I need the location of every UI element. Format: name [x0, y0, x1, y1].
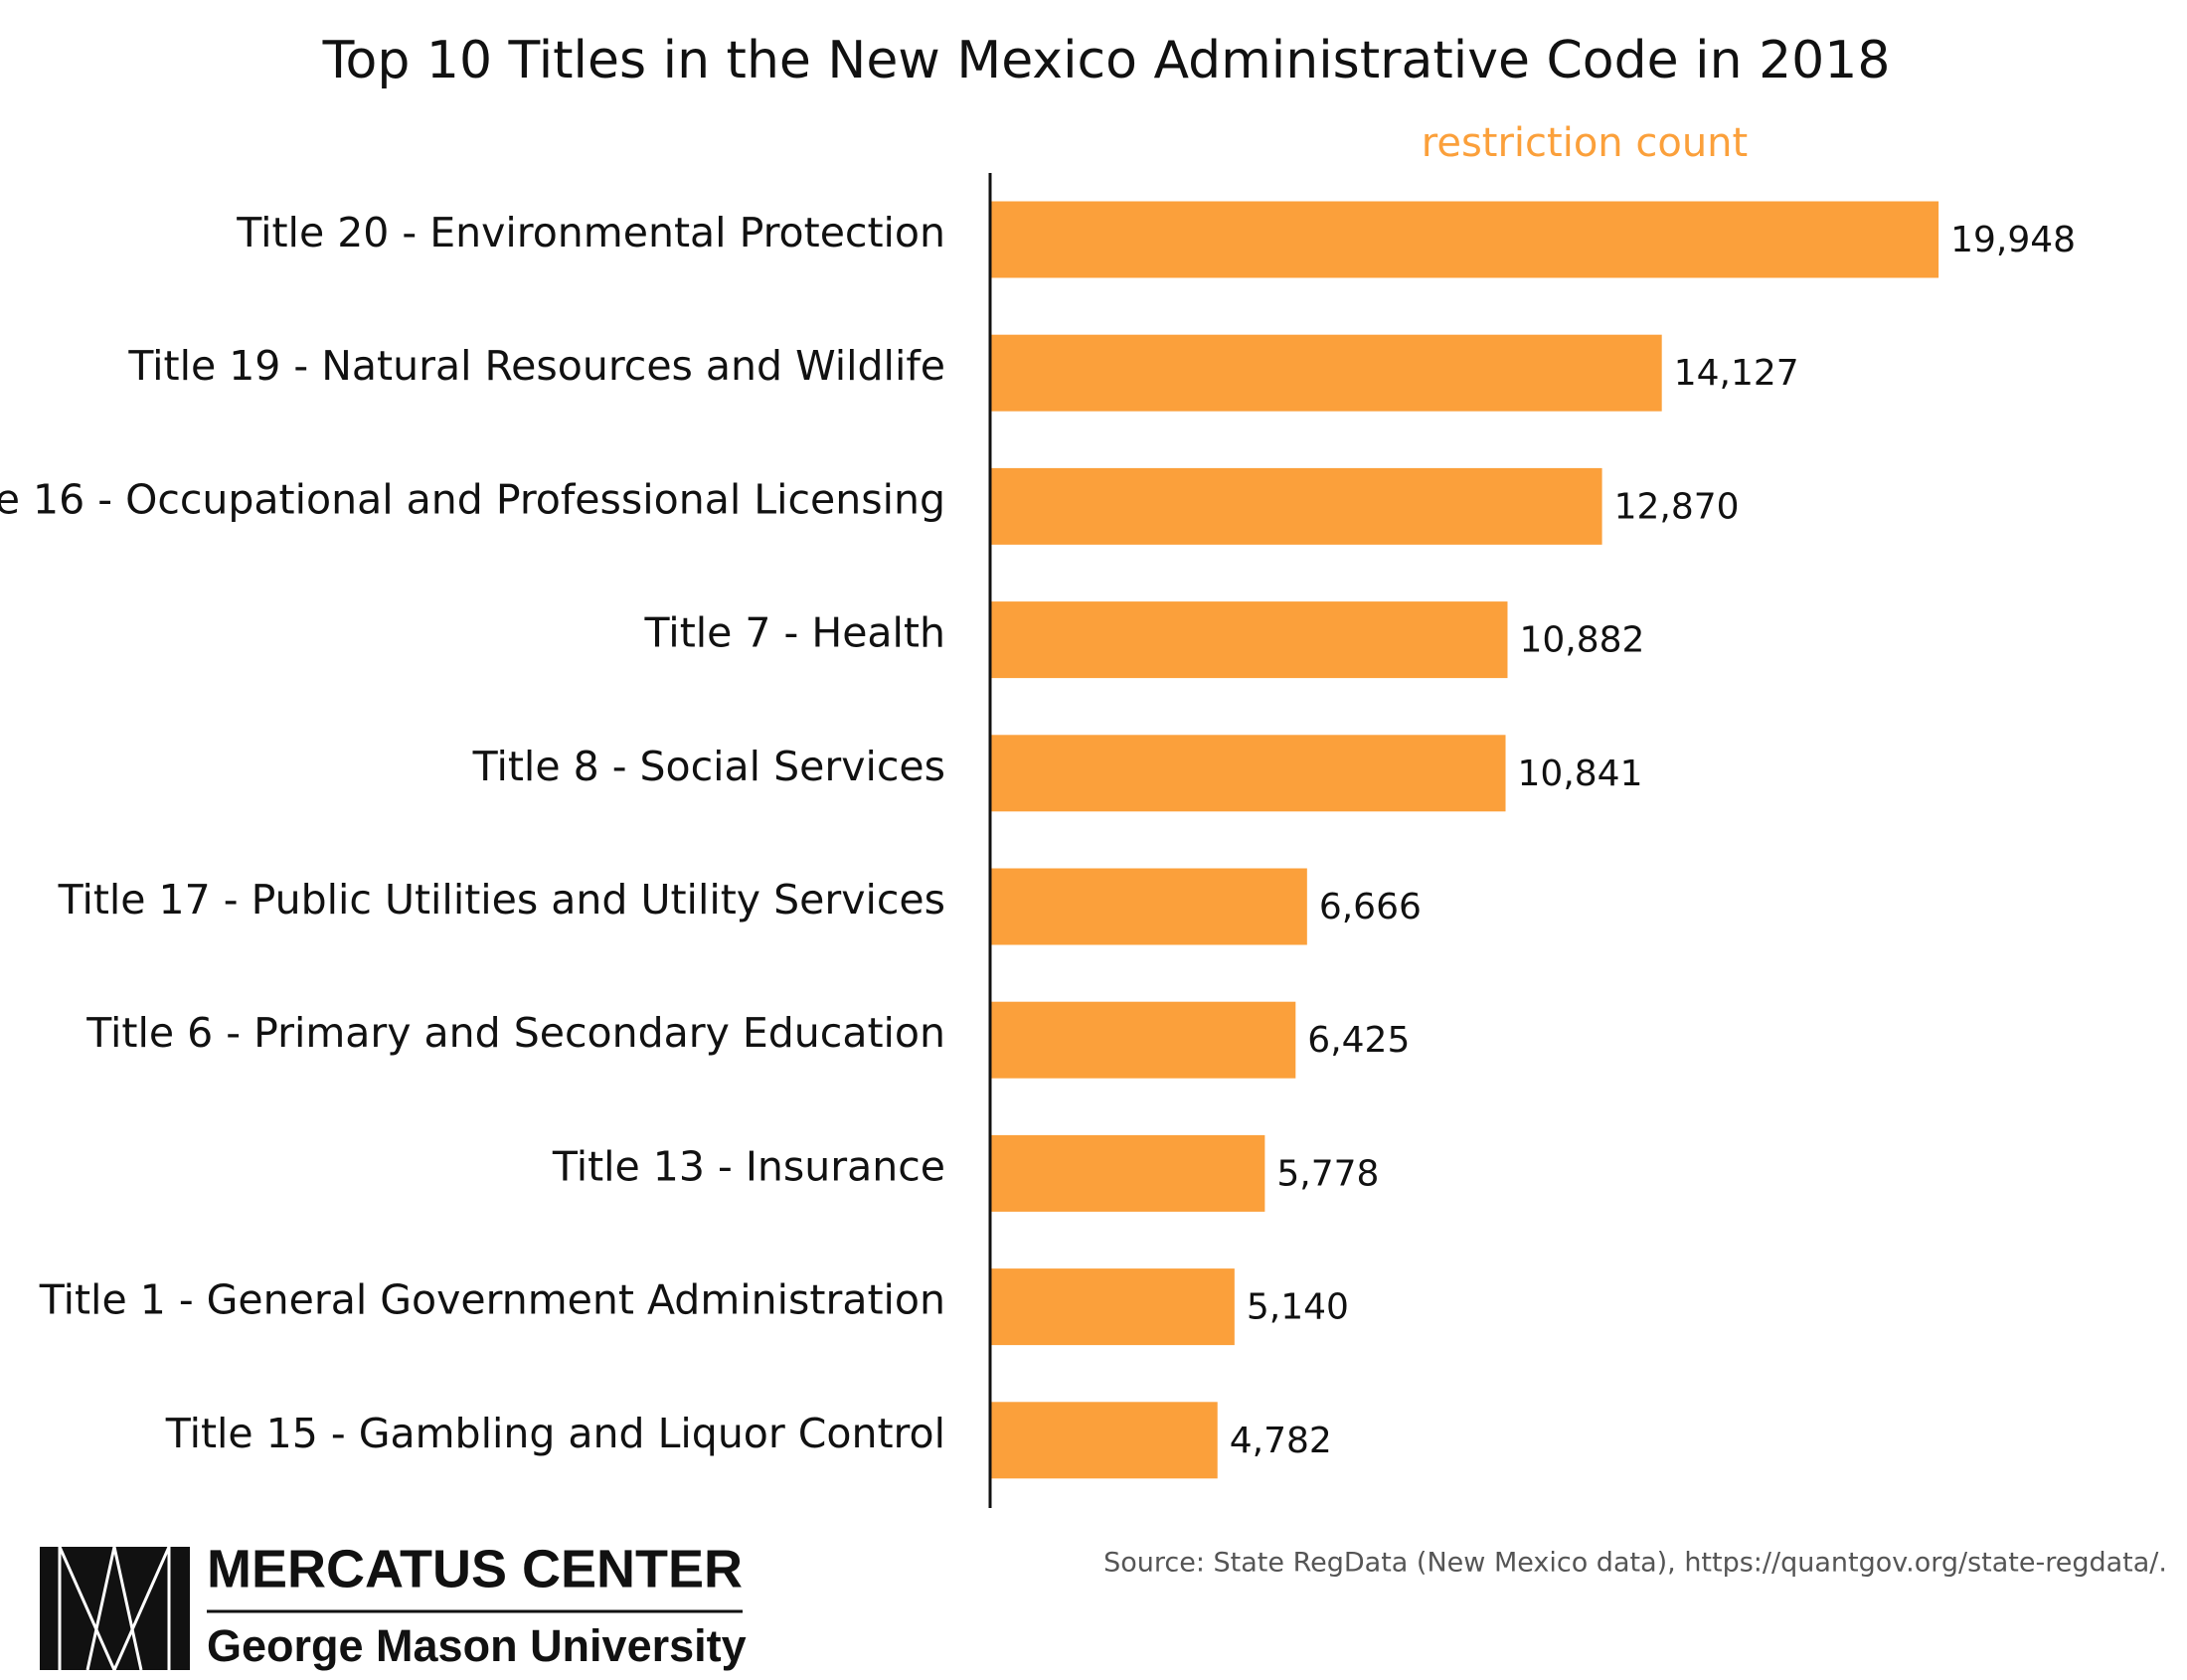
- source: Source: State RegData (New Mexico data),…: [1103, 1548, 2167, 1579]
- logo: MERCATUS CENTER George Mason University: [40, 1539, 747, 1671]
- logo-name: MERCATUS CENTER: [207, 1539, 743, 1598]
- chart-title: Top 10 Titles in the New Mexico Administ…: [322, 31, 1891, 90]
- bar: [990, 735, 1506, 812]
- y-tick-label: Title 7 - Health: [644, 609, 945, 657]
- logo-subname: George Mason University: [207, 1620, 747, 1671]
- value-label: 5,140: [1247, 1287, 1349, 1328]
- y-tick-label: Title 20 - Environmental Protection: [236, 209, 945, 256]
- y-tick-label: Title 19 - Natural Resources and Wildlif…: [127, 342, 945, 390]
- bar: [990, 868, 1307, 945]
- y-tick-label: Title 1 - General Government Administrat…: [39, 1276, 945, 1324]
- bar: [990, 1001, 1296, 1079]
- value-label: 14,127: [1674, 353, 1799, 394]
- value-label: 10,841: [1518, 754, 1643, 794]
- bar: [990, 467, 1602, 545]
- value-label: 5,778: [1276, 1153, 1379, 1194]
- bar: [990, 201, 1939, 278]
- y-tick-label: Title 6 - Primary and Secondary Educatio…: [85, 1009, 945, 1057]
- value-label: 10,882: [1519, 620, 1644, 661]
- value-label: 12,870: [1614, 486, 1740, 527]
- bar: [990, 334, 1662, 412]
- y-tick-label: Title 17 - Public Utilities and Utility …: [58, 876, 945, 924]
- bar: [990, 601, 1508, 679]
- axis-label: restriction count: [1422, 120, 1748, 166]
- y-tick-label: Title 16 - Occupational and Professional…: [0, 475, 945, 523]
- value-label: 6,425: [1307, 1020, 1410, 1061]
- value-label: 4,782: [1230, 1421, 1332, 1461]
- bar: [990, 1402, 1218, 1479]
- y-tick-label: Title 8 - Social Services: [472, 743, 945, 790]
- y-tick-label: Title 13 - Insurance: [552, 1142, 945, 1190]
- value-label: 19,948: [1950, 220, 2076, 260]
- bar: [990, 1268, 1235, 1346]
- bar: [990, 1134, 1265, 1212]
- y-tick-label: Title 15 - Gambling and Liquor Control: [165, 1410, 945, 1457]
- value-label: 6,666: [1319, 887, 1422, 927]
- logo-mark: [40, 1547, 190, 1670]
